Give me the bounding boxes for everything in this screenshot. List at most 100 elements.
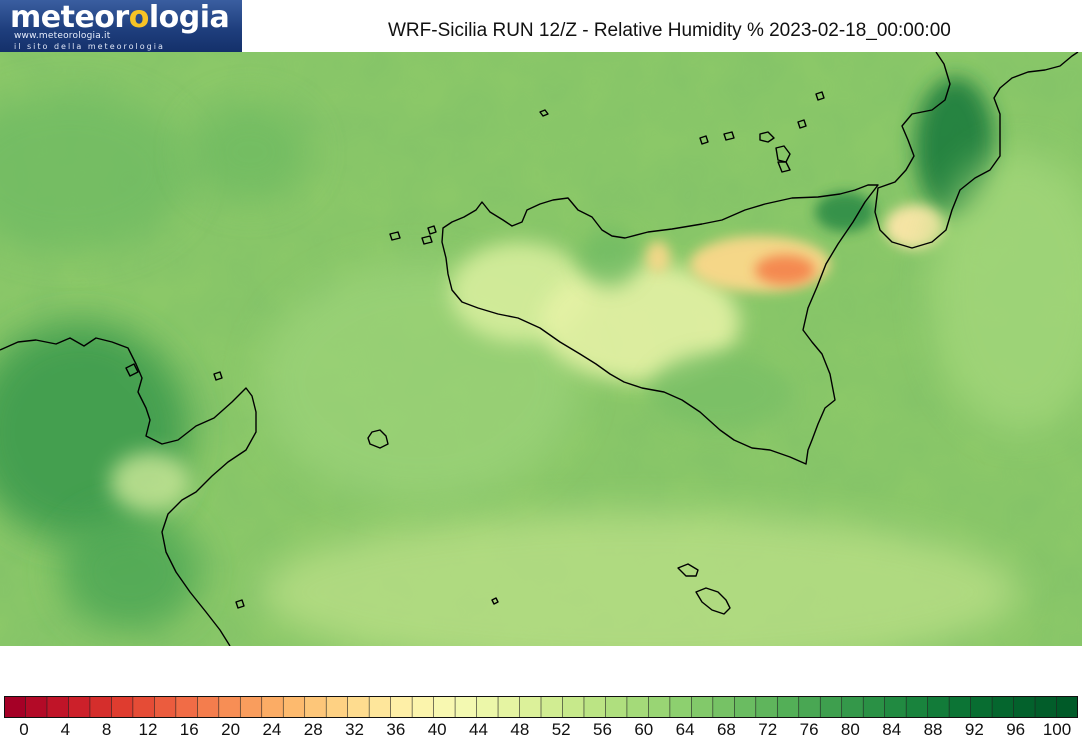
- legend-bin: [583, 696, 607, 718]
- legend-tick-label: 52: [551, 720, 571, 739]
- legend-tick-label: 92: [964, 720, 984, 739]
- humidity-map: [0, 52, 1082, 646]
- sicily-coastline: [441, 184, 879, 465]
- legend-bin: [605, 696, 628, 718]
- humidity-patches: [0, 77, 1082, 646]
- malta-island: [695, 587, 731, 615]
- legend-bin: [411, 696, 435, 718]
- legend-bin: [325, 696, 349, 718]
- kerkennah-spot: [235, 599, 245, 609]
- lampedusa-island: [491, 597, 499, 605]
- legend-bin: [734, 696, 757, 718]
- aeolian-alicudi: [699, 135, 709, 145]
- legend-bin: [819, 696, 843, 718]
- legend-tick-label: 32: [345, 720, 365, 739]
- legend-bin: [991, 696, 1015, 718]
- legend-bin: [304, 696, 328, 718]
- legend-bin: [89, 696, 113, 718]
- legend-bin: [562, 696, 585, 718]
- legend-bin: [433, 696, 456, 718]
- color-legend: [4, 696, 1078, 718]
- legend-bin: [1056, 696, 1078, 718]
- meteorologia-logo[interactable]: meteorologia www.meteorologia.it il sito…: [0, 0, 242, 52]
- legend-bin: [111, 696, 134, 718]
- gozo-island: [677, 563, 699, 577]
- aeolian-salina: [759, 131, 775, 143]
- coastlines: [0, 52, 1079, 646]
- patch-sicily-south-moist: [650, 352, 790, 432]
- legend-bin: [368, 696, 392, 718]
- patch-etna-dry-core: [755, 255, 815, 285]
- legend-bin: [648, 696, 671, 718]
- legend-tick-label: 76: [799, 720, 819, 739]
- logo-brand: meteorologia: [10, 0, 230, 35]
- patch-sicily-moist: [580, 227, 640, 287]
- legend-tick-label: 0: [19, 720, 29, 739]
- legend-bin: [776, 696, 800, 718]
- patch-bay-moist: [60, 512, 200, 632]
- patch-tunisia-dry: [110, 452, 190, 512]
- legend-bin: [862, 696, 886, 718]
- legend-bin: [46, 696, 70, 718]
- legend-bin: [970, 696, 993, 718]
- tunisia-small-island: [213, 371, 223, 381]
- patch-nw-moist: [0, 92, 190, 252]
- legend-frame: [4, 696, 1078, 718]
- legend-bin: [841, 696, 864, 718]
- legend-bin: [454, 696, 478, 718]
- egadi-islands: [389, 225, 437, 245]
- legend-bin: [519, 696, 542, 718]
- legend-tick-label: 100: [1042, 720, 1072, 739]
- logo-tagline: il sito della meteorologia: [14, 42, 165, 51]
- legend-tick-label: 68: [716, 720, 736, 739]
- legend-bin: [669, 696, 693, 718]
- legend-tick-label: 72: [758, 720, 778, 739]
- legend-bin: [390, 696, 413, 718]
- legend-tick-label: 88: [923, 720, 943, 739]
- aeolian-stromboli: [815, 91, 825, 101]
- patch-west-dry-spot: [646, 241, 670, 273]
- aeolian-filicudi: [723, 131, 735, 141]
- pantelleria-island: [367, 429, 389, 449]
- sun-icon: o: [128, 0, 150, 35]
- legend-bin: [1013, 696, 1036, 718]
- legend-bin: [798, 696, 822, 718]
- patch-ionian-east: [930, 152, 1082, 432]
- logo-url: www.meteorologia.it: [14, 31, 111, 41]
- aeolian-panarea: [797, 119, 807, 129]
- legend-bin: [154, 696, 177, 718]
- legend-bin: [68, 696, 91, 718]
- legend-bin: [927, 696, 950, 718]
- zembra-island: [125, 363, 139, 377]
- legend-bin: [884, 696, 907, 718]
- legend-tick-label: 80: [840, 720, 860, 739]
- legend-tick-label: 60: [634, 720, 654, 739]
- legend-bin: [905, 696, 929, 718]
- patch-tyrrhenian-moist: [190, 102, 310, 202]
- legend-bin: [4, 696, 27, 718]
- legend-bin: [712, 696, 736, 718]
- legend-bin: [948, 696, 972, 718]
- legend-bin: [132, 696, 156, 718]
- legend-tick-label: 48: [510, 720, 530, 739]
- legend-tick-label: 16: [179, 720, 199, 739]
- legend-bin: [540, 696, 564, 718]
- legend-tick-label: 64: [675, 720, 695, 739]
- legend-bin: [218, 696, 242, 718]
- ustica-island: [539, 109, 549, 117]
- legend-bin: [476, 696, 499, 718]
- legend-tick-label: 4: [60, 720, 71, 739]
- legend-tick-label: 40: [427, 720, 447, 739]
- legend-labels: 0 4 8 12 16 20 24 28 32 36 40 44 48 52 56 60 64 68 72 76 80 8…: [0, 720, 1082, 740]
- tunisia-coastline: [0, 337, 257, 646]
- patch-lower-sea: [260, 512, 1020, 646]
- legend-tick-label: 56: [593, 720, 612, 739]
- legend-tick-label: 96: [1006, 720, 1026, 739]
- aeolian-vulcano: [777, 161, 791, 173]
- patch-sicily-central: [540, 262, 740, 382]
- legend-bin: [261, 696, 285, 718]
- legend-tick-label: 84: [882, 720, 902, 739]
- legend-bin: [755, 696, 779, 718]
- aeolian-lipari: [775, 145, 791, 163]
- legend-bin: [1034, 696, 1058, 718]
